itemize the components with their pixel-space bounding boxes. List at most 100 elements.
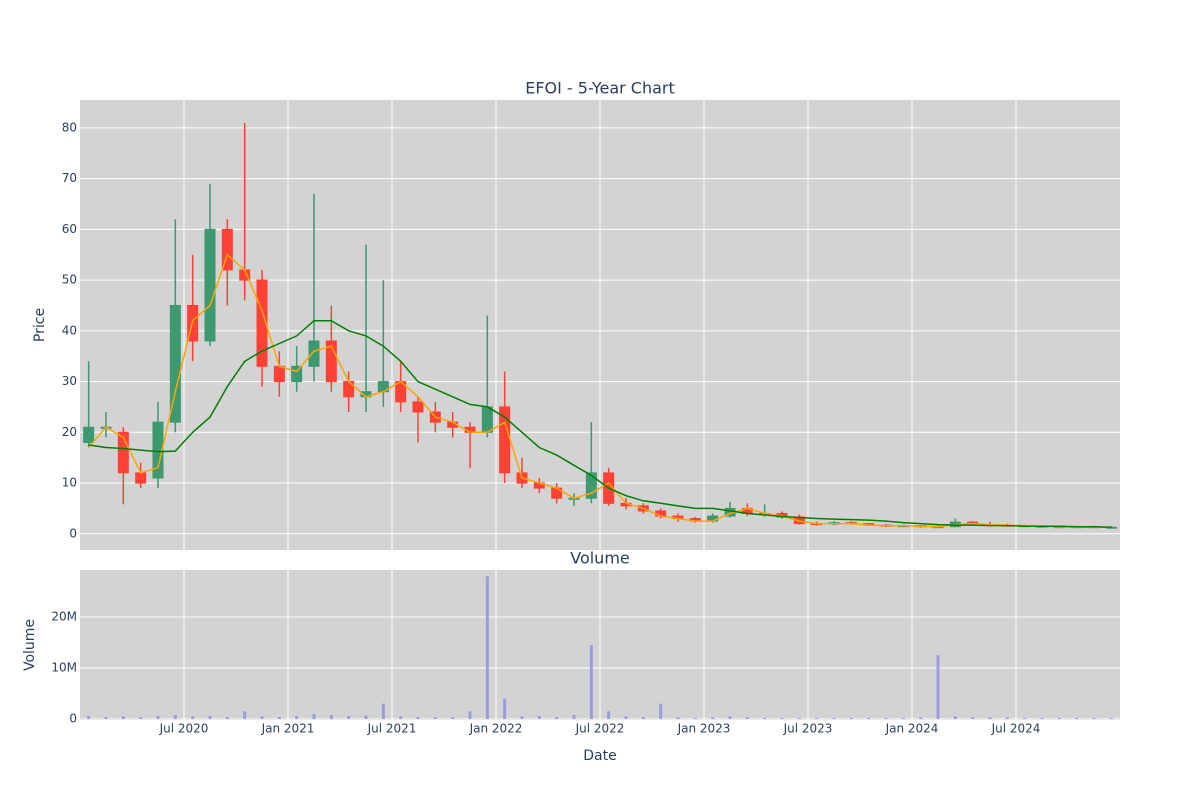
y-axis-title: Volume	[22, 619, 38, 671]
y-tick-label: 10	[62, 476, 77, 490]
x-tick-label: Jul 2023	[783, 722, 833, 736]
volume-bar	[867, 717, 871, 719]
volume-bar	[1005, 717, 1009, 719]
volume-bar	[693, 717, 697, 719]
candle-body	[308, 340, 320, 367]
volume-bar	[884, 717, 888, 719]
chart-title: EFOI - 5-Year Chart	[525, 79, 675, 98]
y-tick-label: 20	[62, 425, 77, 439]
volume-bar	[607, 711, 611, 719]
y-tick-label: 50	[62, 273, 77, 287]
volume-bar	[191, 716, 195, 719]
candle-body	[135, 472, 147, 484]
volume-bar	[971, 717, 975, 719]
y-tick-label: 30	[62, 374, 77, 388]
volume-bar	[156, 715, 160, 719]
candle-body	[221, 228, 233, 271]
volume-bar	[139, 717, 143, 719]
volume-bar	[555, 716, 559, 719]
candle-body	[117, 431, 129, 474]
y-tick-label: 60	[62, 222, 77, 236]
volume-bar	[797, 717, 801, 719]
volume-bar	[641, 716, 645, 719]
y-tick-label: 10M	[51, 660, 77, 674]
volume-bar	[87, 715, 91, 719]
candle-body	[325, 340, 337, 383]
volume-bar	[728, 716, 732, 719]
candle-body	[169, 304, 181, 423]
volume-bar	[312, 713, 316, 719]
volume-bar	[1092, 717, 1096, 719]
candle-body	[204, 228, 216, 342]
volume-bar	[121, 716, 125, 719]
y-axis-title: Price	[32, 308, 48, 342]
volume-bar	[329, 714, 333, 719]
volume-bar	[381, 703, 385, 719]
y-tick-label: 80	[62, 120, 77, 134]
volume-bar	[399, 716, 403, 719]
subplot-title: Volume	[570, 549, 630, 568]
volume-bar	[1023, 717, 1027, 719]
volume-bar	[589, 645, 593, 719]
volume-bar	[780, 717, 784, 719]
volume-bar	[711, 717, 715, 719]
x-tick-label: Jul 2021	[367, 722, 417, 736]
x-tick-label: Jan 2021	[261, 722, 315, 736]
x-tick-label: Jan 2023	[677, 722, 731, 736]
volume-bar	[225, 716, 229, 719]
volume-bar	[433, 717, 437, 719]
volume-bar	[1075, 717, 1079, 719]
volume-bar	[260, 716, 264, 719]
volume-bar	[537, 715, 541, 719]
volume-bar	[763, 717, 767, 719]
volume-bar	[104, 716, 108, 719]
volume-bar	[676, 717, 680, 719]
volume-bar	[936, 655, 940, 719]
volume-bar	[832, 717, 836, 719]
candle-body	[585, 472, 597, 499]
volume-bar	[849, 717, 853, 719]
candle-body	[152, 421, 164, 479]
y-tick-label: 40	[62, 323, 77, 337]
volume-bar	[277, 716, 281, 719]
x-tick-label: Jul 2022	[575, 722, 625, 736]
volume-bar	[208, 715, 212, 719]
volume-bar	[295, 715, 299, 719]
volume-bar	[173, 714, 177, 719]
y-tick-label: 70	[62, 171, 77, 185]
candle-body	[481, 406, 493, 433]
volume-bar	[520, 716, 524, 719]
x-tick-label: Jan 2024	[885, 722, 939, 736]
volume-bar	[451, 717, 455, 719]
volume-bar	[815, 717, 819, 719]
volume-bar	[503, 698, 507, 719]
y-tick-label: 0	[69, 526, 77, 540]
volume-bar	[901, 717, 905, 719]
x-tick-label: Jul 2024	[991, 722, 1041, 736]
volume-bar	[364, 715, 368, 719]
x-tick-label: Jul 2020	[159, 722, 209, 736]
volume-bar	[624, 716, 628, 719]
candle-body	[256, 279, 268, 367]
y-tick-label: 20M	[51, 609, 77, 623]
volume-bar	[1040, 717, 1044, 719]
volume-bar	[347, 715, 351, 719]
volume-bar	[243, 711, 247, 719]
candle-body	[412, 401, 424, 413]
volume-bar	[919, 717, 923, 719]
candle-body	[291, 365, 303, 383]
moving-average-line	[88, 319, 1112, 528]
volume-bar	[745, 717, 749, 719]
volume-bar	[485, 576, 489, 719]
moving-average-line	[88, 253, 1112, 528]
x-tick-label: Jan 2022	[469, 722, 523, 736]
x-axis-title: Date	[583, 748, 616, 764]
volume-bar	[953, 716, 957, 719]
volume-bar	[468, 711, 472, 719]
volume-bar	[416, 716, 420, 719]
volume-bar	[988, 717, 992, 719]
volume-bar	[1057, 717, 1061, 719]
y-tick-label: 0	[69, 711, 77, 725]
volume-bar	[1109, 717, 1113, 719]
